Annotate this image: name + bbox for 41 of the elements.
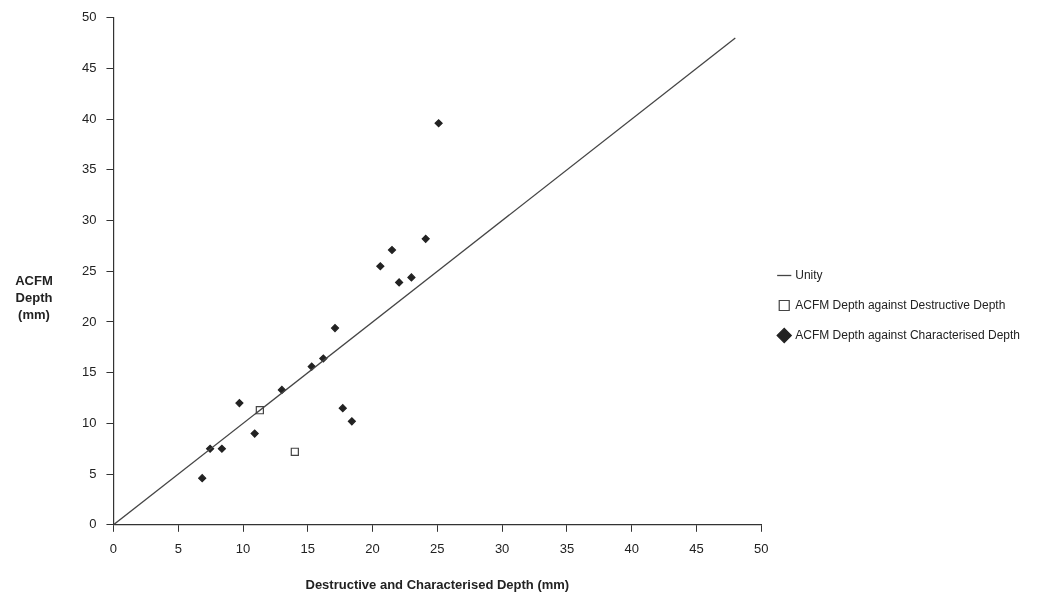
- x-tick-label: 25: [430, 541, 445, 557]
- y-tick-label: 20: [81, 313, 97, 329]
- point: [290, 447, 299, 456]
- point: [347, 417, 356, 426]
- point: [235, 399, 244, 408]
- x-tick-label: 40: [624, 541, 639, 557]
- y-tick-label: 45: [81, 60, 97, 76]
- point: [407, 273, 416, 282]
- x-tick-label: 0: [109, 541, 118, 557]
- y-tick-label: 40: [81, 110, 97, 126]
- x-tick-label: 35: [559, 541, 575, 557]
- y-tick-label: 30: [81, 212, 97, 228]
- x-tick-label: 10: [235, 541, 251, 557]
- y-tick-label: 35: [81, 161, 97, 177]
- y-tick-label: 10: [81, 414, 97, 430]
- x-axis-title: Destructive and Characterised Depth (mm): [305, 576, 570, 592]
- y-tick-label: 50: [81, 9, 97, 25]
- legend-label: ACFM Depth against Characterised Depth: [795, 327, 1021, 342]
- y-axis-title: ACFM Depth (mm): [14, 272, 54, 323]
- point: [250, 429, 259, 438]
- y-tick-label: 15: [81, 364, 97, 380]
- legend-label: ACFM Depth against Destructive Depth: [795, 297, 1006, 312]
- point: [395, 278, 404, 287]
- x-tick-label: 45: [689, 541, 704, 557]
- y-tick-label: 0: [89, 516, 97, 532]
- x-tick-label: 50: [753, 541, 769, 557]
- point: [376, 262, 385, 271]
- point: [198, 474, 207, 483]
- y-tick-label: 5: [89, 465, 97, 481]
- point: [387, 245, 397, 255]
- legend-label: Unity: [795, 267, 823, 282]
- point: [434, 119, 443, 128]
- x-tick-label: 15: [300, 541, 316, 557]
- x-tick-label: 30: [494, 541, 510, 557]
- x-tick-label: 20: [365, 541, 380, 557]
- x-tick-label: 5: [174, 541, 182, 557]
- y-tick-label: 25: [81, 262, 97, 278]
- point: [330, 323, 340, 333]
- point: [421, 234, 430, 243]
- point: [217, 444, 226, 453]
- point: [338, 404, 347, 413]
